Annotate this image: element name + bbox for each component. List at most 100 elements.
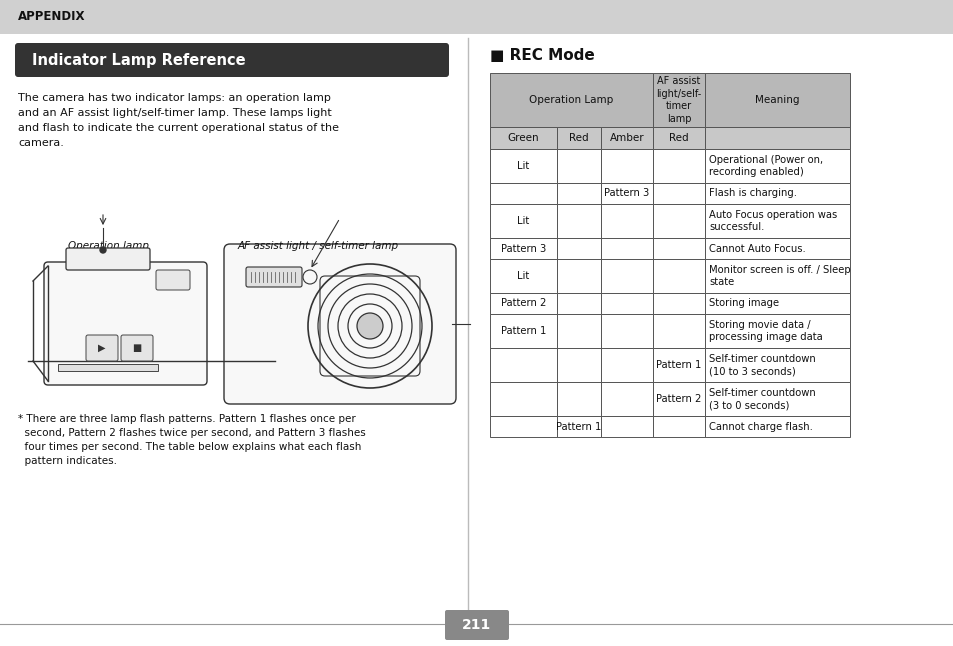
- Bar: [490, 73, 652, 127]
- Bar: [557, 238, 600, 259]
- Text: ■ REC Mode: ■ REC Mode: [490, 48, 594, 63]
- Text: 211: 211: [462, 618, 491, 632]
- Bar: [600, 416, 652, 437]
- Bar: [704, 293, 849, 314]
- Bar: [600, 204, 652, 238]
- Bar: [652, 416, 704, 437]
- Text: four times per second. The table below explains what each flash: four times per second. The table below e…: [18, 442, 361, 452]
- Bar: [557, 314, 600, 348]
- Bar: [490, 149, 557, 183]
- FancyBboxPatch shape: [246, 267, 302, 287]
- Bar: [600, 293, 652, 314]
- Text: Meaning: Meaning: [755, 95, 799, 105]
- Bar: [0, 0, 953, 34]
- Text: Red: Red: [668, 133, 688, 143]
- Bar: [704, 238, 849, 259]
- Text: Operational (Power on,
recording enabled): Operational (Power on, recording enabled…: [708, 155, 822, 177]
- Bar: [600, 127, 652, 149]
- Text: Pattern 2: Pattern 2: [656, 394, 701, 404]
- Text: pattern indicates.: pattern indicates.: [18, 456, 117, 466]
- Bar: [704, 183, 849, 204]
- Bar: [557, 149, 600, 183]
- Bar: [557, 259, 600, 293]
- Text: Self-timer countdown
(3 to 0 seconds): Self-timer countdown (3 to 0 seconds): [708, 388, 815, 410]
- Bar: [652, 204, 704, 238]
- Text: AF assist light / self-timer lamp: AF assist light / self-timer lamp: [237, 241, 398, 251]
- Text: * There are three lamp flash patterns. Pattern 1 flashes once per: * There are three lamp flash patterns. P…: [18, 414, 355, 424]
- Text: The camera has two indicator lamps: an operation lamp: The camera has two indicator lamps: an o…: [18, 93, 331, 103]
- Bar: [704, 382, 849, 416]
- Text: Self-timer countdown
(10 to 3 seconds): Self-timer countdown (10 to 3 seconds): [708, 354, 815, 376]
- Bar: [490, 127, 557, 149]
- Bar: [652, 293, 704, 314]
- Text: Pattern 1: Pattern 1: [500, 326, 546, 336]
- Text: Pattern 1: Pattern 1: [556, 421, 601, 432]
- Bar: [490, 204, 557, 238]
- Bar: [557, 293, 600, 314]
- Text: Storing image: Storing image: [708, 298, 779, 309]
- Bar: [704, 73, 849, 127]
- FancyBboxPatch shape: [66, 248, 150, 270]
- Bar: [557, 127, 600, 149]
- Bar: [490, 314, 557, 348]
- Bar: [557, 416, 600, 437]
- Circle shape: [356, 313, 382, 339]
- Bar: [704, 416, 849, 437]
- Text: Indicator Lamp Reference: Indicator Lamp Reference: [32, 52, 245, 67]
- FancyBboxPatch shape: [15, 43, 449, 77]
- Bar: [600, 259, 652, 293]
- FancyBboxPatch shape: [156, 270, 190, 290]
- Bar: [490, 238, 557, 259]
- Bar: [704, 259, 849, 293]
- Bar: [600, 149, 652, 183]
- Text: Operation lamp: Operation lamp: [68, 241, 149, 251]
- Text: Pattern 1: Pattern 1: [656, 360, 701, 370]
- Bar: [490, 183, 557, 204]
- Bar: [600, 382, 652, 416]
- Bar: [490, 293, 557, 314]
- Bar: [652, 183, 704, 204]
- Text: Pattern 3: Pattern 3: [604, 189, 649, 198]
- Text: Pattern 2: Pattern 2: [500, 298, 546, 309]
- Text: Lit: Lit: [517, 216, 529, 226]
- Bar: [704, 348, 849, 382]
- Bar: [652, 314, 704, 348]
- Text: and flash to indicate the current operational status of the: and flash to indicate the current operat…: [18, 123, 338, 133]
- Bar: [704, 149, 849, 183]
- Bar: [600, 238, 652, 259]
- Text: Green: Green: [507, 133, 538, 143]
- Bar: [704, 204, 849, 238]
- Bar: [490, 259, 557, 293]
- Text: APPENDIX: APPENDIX: [18, 10, 86, 23]
- Text: Lit: Lit: [517, 161, 529, 171]
- FancyBboxPatch shape: [86, 335, 118, 361]
- Bar: [652, 149, 704, 183]
- Bar: [490, 382, 557, 416]
- FancyBboxPatch shape: [224, 244, 456, 404]
- Text: Cannot charge flash.: Cannot charge flash.: [708, 421, 812, 432]
- Text: Monitor screen is off. / Sleep
state: Monitor screen is off. / Sleep state: [708, 265, 850, 287]
- FancyBboxPatch shape: [444, 610, 509, 640]
- Text: Flash is charging.: Flash is charging.: [708, 189, 796, 198]
- Bar: [600, 314, 652, 348]
- Bar: [557, 348, 600, 382]
- Bar: [652, 348, 704, 382]
- Text: AF assist
light/self-
timer
lamp: AF assist light/self- timer lamp: [656, 76, 700, 123]
- Bar: [704, 314, 849, 348]
- Bar: [652, 382, 704, 416]
- Text: second, Pattern 2 flashes twice per second, and Pattern 3 flashes: second, Pattern 2 flashes twice per seco…: [18, 428, 365, 438]
- Text: camera.: camera.: [18, 138, 64, 148]
- Text: Storing movie data /
processing image data: Storing movie data / processing image da…: [708, 320, 821, 342]
- Text: Amber: Amber: [609, 133, 643, 143]
- Bar: [557, 382, 600, 416]
- Circle shape: [100, 247, 106, 253]
- Bar: [652, 73, 704, 127]
- Bar: [652, 127, 704, 149]
- Text: Operation Lamp: Operation Lamp: [529, 95, 613, 105]
- Bar: [652, 238, 704, 259]
- Bar: [490, 416, 557, 437]
- Text: and an AF assist light/self-timer lamp. These lamps light: and an AF assist light/self-timer lamp. …: [18, 108, 332, 118]
- Bar: [600, 348, 652, 382]
- Text: Cannot Auto Focus.: Cannot Auto Focus.: [708, 244, 805, 253]
- Bar: [557, 204, 600, 238]
